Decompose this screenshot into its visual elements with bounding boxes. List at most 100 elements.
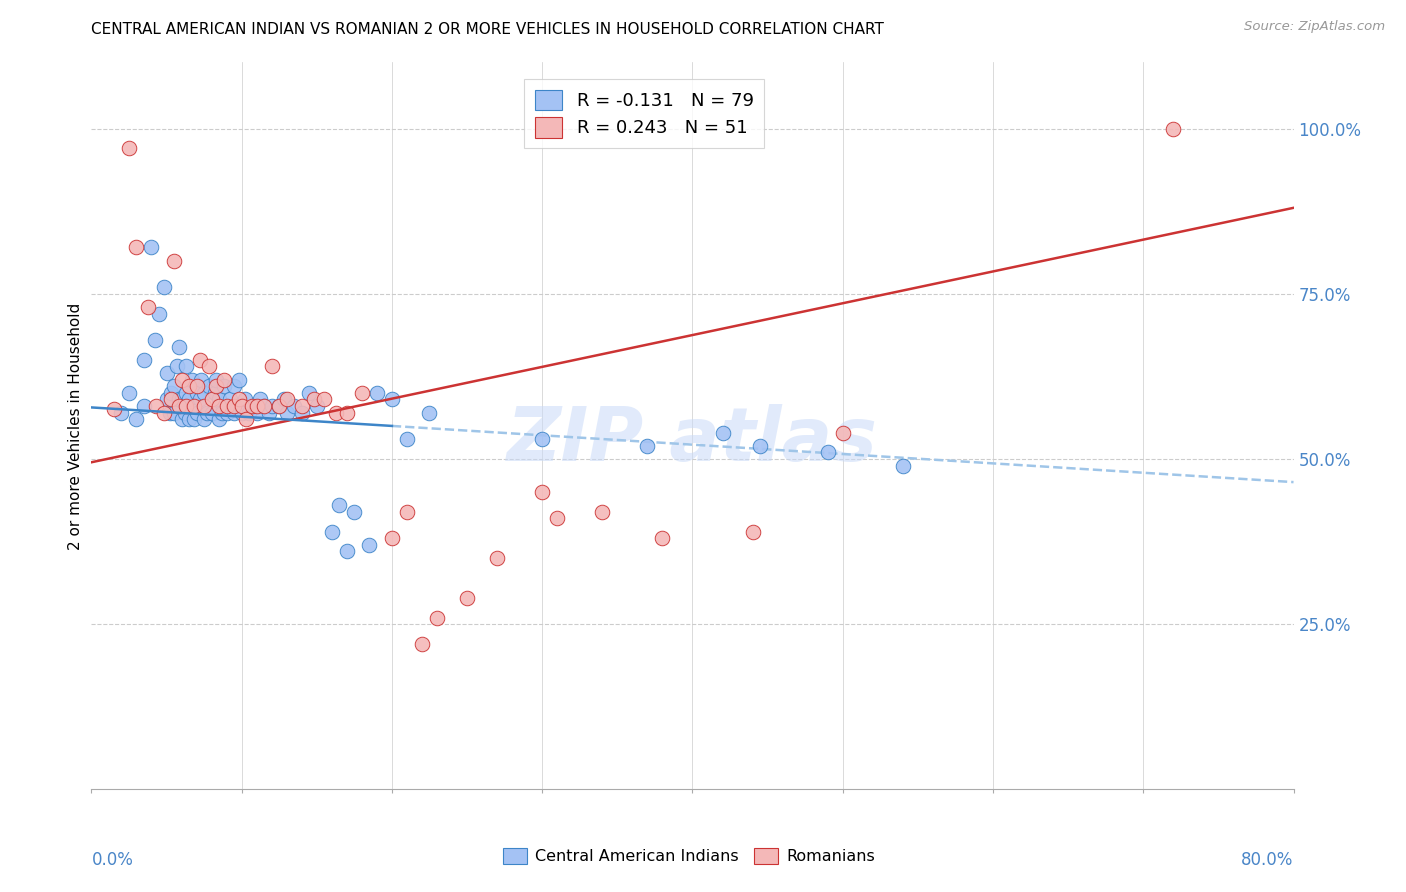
Point [201,406,224,420]
Point [486,551,509,566]
Point [456,591,478,605]
Point [305,399,328,413]
Point [141,240,163,254]
Point [273,392,295,407]
Point [170,373,193,387]
Point [231,399,253,413]
Point [170,392,193,407]
Point [188,352,211,367]
Point [145,399,167,413]
Point [208,399,231,413]
Legend: Central American Indians, Romanians: Central American Indians, Romanians [496,841,882,871]
Point [174,399,197,413]
Point [110,406,132,420]
Point [197,379,219,393]
Point [283,399,305,413]
Point [411,637,433,651]
Point [118,385,141,400]
Point [125,240,148,254]
Point [298,385,321,400]
Point [260,399,283,413]
Text: ZIP atlas: ZIP atlas [508,404,877,477]
Point [160,385,183,400]
Point [188,392,211,407]
Point [186,379,208,393]
Point [160,392,183,407]
Point [260,359,283,374]
Point [240,399,263,413]
Point [152,280,174,294]
Point [343,505,366,519]
Point [215,406,238,420]
Point [167,392,190,407]
Point [212,373,235,387]
Point [193,399,215,413]
Point [166,359,188,374]
Point [167,340,190,354]
Point [395,432,418,446]
Point [148,307,170,321]
Point [103,402,125,417]
Point [651,531,673,545]
Point [186,406,208,420]
Point [636,439,658,453]
Point [155,366,177,380]
Point [336,406,359,420]
Point [291,406,314,420]
Point [242,399,264,413]
Point [208,392,231,407]
Point [321,524,343,539]
Point [257,406,280,420]
Point [381,392,404,407]
Point [314,392,336,407]
Point [253,399,276,413]
Point [173,406,195,420]
Point [302,392,325,407]
Point [233,392,256,407]
Y-axis label: 2 or more Vehicles in Household: 2 or more Vehicles in Household [67,302,83,549]
Text: Source: ZipAtlas.com: Source: ZipAtlas.com [1244,20,1385,33]
Point [195,406,218,420]
Point [531,432,554,446]
Point [328,498,350,512]
Point [170,412,193,426]
Point [218,392,240,407]
Point [163,253,186,268]
Point [381,531,404,545]
Point [132,399,155,413]
Point [741,524,763,539]
Point [132,352,155,367]
Point [711,425,734,440]
Point [276,392,298,407]
Point [418,406,440,420]
Point [163,379,186,393]
Point [238,406,260,420]
Point [143,333,166,347]
Point [249,392,271,407]
Point [167,399,190,413]
Point [118,141,141,155]
Text: 80.0%: 80.0% [1241,851,1294,869]
Point [228,373,250,387]
Point [155,392,177,407]
Point [226,399,249,413]
Point [186,385,208,400]
Point [276,406,298,420]
Point [246,406,269,420]
Point [269,399,291,413]
Point [224,379,246,393]
Point [224,406,246,420]
Point [336,544,359,558]
Point [211,406,233,420]
Point [531,485,554,500]
Point [231,406,253,420]
Point [224,399,246,413]
Point [426,610,449,624]
Point [177,392,200,407]
Point [546,511,568,525]
Point [228,392,250,407]
Point [212,379,235,393]
Point [204,385,226,400]
Point [138,300,160,314]
Point [591,505,613,519]
